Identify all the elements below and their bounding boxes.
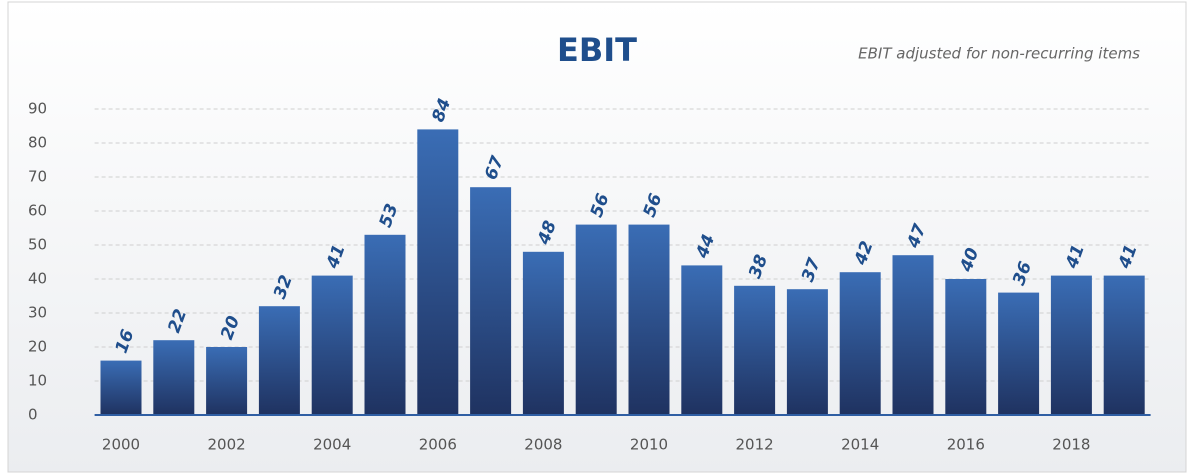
x-tick-label: 2008 [524, 436, 562, 454]
x-tick-label: 2000 [102, 436, 140, 454]
bar [470, 187, 512, 415]
x-tick-label: 2012 [736, 436, 774, 454]
bar [1103, 275, 1145, 415]
bar [522, 251, 564, 415]
bar [892, 255, 934, 415]
bar [839, 272, 881, 415]
x-tick-label: 2002 [208, 436, 246, 454]
bar [153, 340, 195, 415]
y-tick-label: 0 [28, 406, 38, 424]
bar [998, 292, 1040, 415]
x-tick-label: 2016 [947, 436, 985, 454]
y-tick-label: 90 [28, 100, 47, 118]
bar [628, 224, 670, 415]
x-tick-label: 2014 [841, 436, 879, 454]
x-tick-label: 2010 [630, 436, 668, 454]
bar [311, 275, 353, 415]
bar [1050, 275, 1092, 415]
bar [945, 279, 987, 415]
y-tick-label: 60 [28, 202, 47, 220]
x-tick-label: 2006 [419, 436, 457, 454]
y-tick-label: 10 [28, 372, 47, 390]
y-tick-label: 70 [28, 168, 47, 186]
chart-title: EBIT [557, 31, 637, 69]
bar [786, 289, 828, 415]
y-tick-label: 40 [28, 270, 47, 288]
bar [575, 224, 617, 415]
bar [206, 347, 248, 415]
bar [364, 234, 406, 415]
bar [417, 129, 459, 415]
x-tick-label: 2018 [1052, 436, 1090, 454]
bar [258, 306, 300, 415]
y-tick-label: 30 [28, 304, 47, 322]
y-tick-label: 20 [28, 338, 47, 356]
y-tick-label: 80 [28, 134, 47, 152]
chart-subtitle: EBIT adjusted for non-recurring items [858, 45, 1140, 63]
bar [734, 285, 776, 415]
x-tick-label: 2004 [313, 436, 351, 454]
bar [681, 265, 723, 415]
bar [100, 360, 142, 415]
y-tick-label: 50 [28, 236, 47, 254]
